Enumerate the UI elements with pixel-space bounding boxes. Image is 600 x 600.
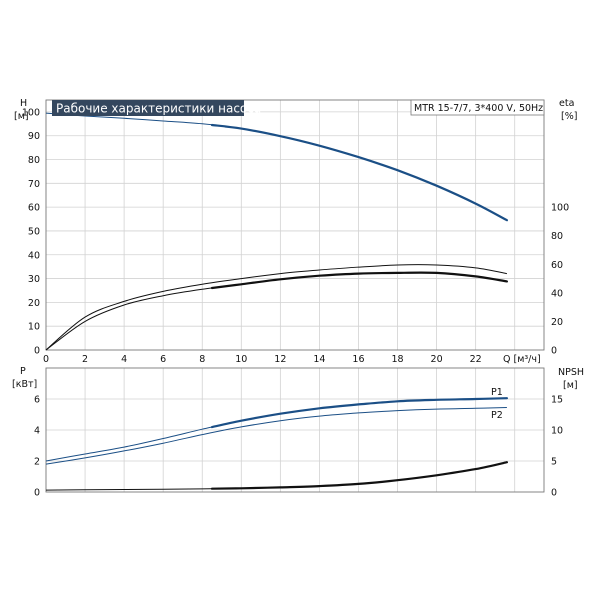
p-axis-unit: [кВт] — [12, 379, 37, 390]
p-tick-label: 6 — [34, 395, 40, 406]
q-axis-label: Q [м³/ч] — [503, 354, 541, 365]
h-tick-label: 30 — [28, 274, 40, 285]
p1-power-curve-operating-range — [210, 397, 508, 429]
top-plot-frame — [45, 99, 545, 351]
h-tick-label: 100 — [22, 107, 40, 118]
h-tick-label: 90 — [28, 131, 40, 142]
npsh-curve-operating-range — [210, 461, 508, 490]
npsh-tick-label: 10 — [551, 426, 563, 437]
bottom-plot-frame — [45, 367, 545, 493]
legend-label-p2: P2 — [491, 410, 503, 421]
x-tick-label: 6 — [160, 354, 166, 365]
x-tick-label: 10 — [235, 354, 247, 365]
h-tick-label: 80 — [28, 155, 40, 166]
title-background — [52, 100, 244, 116]
x-tick-label: 16 — [352, 354, 364, 365]
chart-title: Рабочие характеристики насоса — [56, 102, 261, 116]
tick-labels: 0 2 4 6 8 10 12 14 16 18 20 22010203040506070809010… — [22, 107, 569, 498]
h-axis-label: H — [20, 98, 27, 109]
chart-subtitle: MTR 15-7/7, 3*400 V, 50Hz — [414, 103, 543, 114]
frame-layer — [45, 99, 545, 493]
x-tick-label: 0 — [43, 354, 49, 365]
eta-tick-label: 0 — [551, 346, 557, 357]
npsh-axis-label: NPSH — [558, 367, 584, 378]
subtitle-box — [410, 99, 545, 116]
grid-layer — [45, 99, 544, 493]
x-tick-label: 18 — [391, 354, 403, 365]
x-tick-label: 4 — [121, 354, 127, 365]
eta-tick-label: 60 — [551, 260, 563, 271]
eta-tick-label: 80 — [551, 231, 563, 242]
p-tick-label: 0 — [34, 488, 40, 499]
eta-axis-label: eta — [559, 98, 574, 109]
eta-curve-lower-operating-range — [210, 271, 508, 290]
head-curve-operating-range — [210, 123, 508, 222]
h-tick-label: 10 — [28, 322, 40, 333]
h-tick-label: 70 — [28, 179, 40, 190]
x-tick-label: 14 — [313, 354, 325, 365]
eta-curve-upper — [45, 264, 507, 351]
eta-tick-label: 100 — [551, 203, 569, 214]
x-tick-label: 12 — [274, 354, 286, 365]
eta-curve-lower — [45, 272, 507, 351]
h-tick-label: 50 — [28, 226, 40, 237]
h-tick-label: 60 — [28, 203, 40, 214]
npsh-tick-label: 0 — [551, 488, 557, 499]
p-tick-label: 4 — [34, 426, 40, 437]
h-tick-label: 20 — [28, 298, 40, 309]
h-axis-unit: [м] — [14, 111, 29, 122]
p-tick-label: 2 — [34, 457, 40, 468]
x-tick-label: 20 — [431, 354, 443, 365]
head-curve — [45, 112, 508, 221]
h-tick-label: 0 — [34, 346, 40, 357]
npsh-tick-label: 15 — [551, 395, 563, 406]
x-tick-label: 2 — [82, 354, 88, 365]
npsh-axis-unit: [м] — [563, 380, 578, 391]
eta-axis-unit: [%] — [561, 111, 577, 122]
npsh-tick-label: 5 — [551, 457, 557, 468]
curves — [45, 112, 508, 491]
x-tick-label: 22 — [470, 354, 482, 365]
x-tick-label: 8 — [199, 354, 205, 365]
h-tick-label: 40 — [28, 250, 40, 261]
p-axis-label: P — [20, 366, 26, 377]
legend-label-p1: P1 — [491, 387, 503, 398]
p2-power-curve — [45, 407, 507, 465]
eta-tick-label: 40 — [551, 288, 563, 299]
eta-tick-label: 20 — [551, 317, 563, 328]
